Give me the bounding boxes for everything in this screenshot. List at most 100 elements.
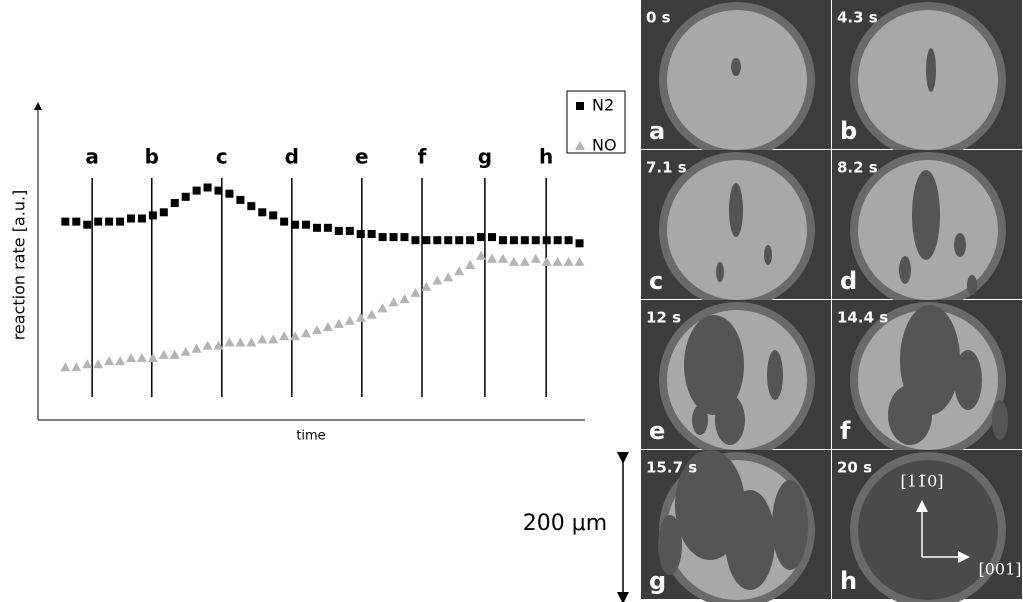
panel-label: c [649,267,663,295]
point [268,334,279,344]
adsorbate-island [767,350,783,400]
point [422,236,431,245]
micrograph: 15.7 s g [641,450,831,602]
point [465,260,476,269]
point [388,297,399,307]
event-label: d [285,145,299,169]
point [552,256,563,266]
field [858,460,998,600]
point [322,322,333,331]
point [433,236,442,245]
event-label: e [355,145,369,169]
point [378,233,387,242]
adsorbate-island [715,395,745,445]
point [72,217,81,226]
adsorbate-island [764,245,772,265]
point [389,233,398,242]
point [236,195,245,204]
panel-label: a [649,117,665,145]
time-label: 8.2 s [837,159,878,177]
point [367,230,376,238]
point [192,186,201,195]
point [290,331,301,341]
time-label: 4.3 s [837,9,878,27]
event-label: b [145,145,159,169]
point [487,253,498,263]
point [291,220,300,229]
point [159,208,168,217]
point [82,359,93,369]
time-label: 7.1 s [646,159,687,177]
point [71,362,82,372]
point [498,236,507,245]
point [258,208,267,217]
point [158,349,169,359]
point [116,217,125,226]
panel-label: h [840,567,857,595]
point [247,202,256,211]
point [377,303,388,313]
adsorbate-island [658,515,682,575]
field [667,10,807,150]
point [83,220,92,229]
point [455,236,464,245]
point [399,294,410,304]
adsorbate-island [899,256,911,284]
point [136,353,147,362]
point [311,325,322,335]
point [519,256,530,266]
point [575,239,584,248]
adsorbate-island [684,315,744,415]
micrograph: 4.3 s b [832,0,1022,158]
point [564,236,573,245]
micrograph: 20 s h [832,450,1022,602]
point [269,211,278,220]
legend-marker [575,141,585,150]
point [553,236,562,245]
legend-box [566,90,626,154]
point [93,359,104,369]
point [246,337,257,347]
event-label: a [85,145,99,169]
legend-label: N2 [592,96,614,115]
point [302,220,311,229]
point [530,253,541,263]
point [225,189,234,198]
x-axis-label: time [296,429,325,444]
panel-label: d [840,267,857,295]
adsorbate-island [731,58,741,76]
legend-label: NO [592,136,617,155]
micrograph: 14.4 s f [832,300,1022,458]
time-label: 20 s [837,459,872,477]
point [454,266,465,276]
point [312,223,321,232]
point [574,256,585,266]
micrograph: 8.2 s d [832,150,1022,308]
point [104,356,115,366]
point [400,233,409,242]
point [203,183,212,192]
point [488,233,497,242]
adsorbate-island [954,233,966,257]
point [202,340,213,350]
adsorbate-island [912,170,940,260]
panel-label: f [840,417,851,445]
point [214,186,223,195]
point [508,256,519,266]
point [191,343,202,353]
panel-label: g [649,567,666,595]
event-label: g [478,145,492,169]
point [125,353,136,362]
time-label: 12 s [646,309,681,327]
panel-label: e [649,417,665,445]
adsorbate-island [729,183,743,237]
micrograph: 0 s a [641,0,831,158]
adsorbate-island [926,48,936,92]
point [531,236,540,245]
point [333,318,344,328]
point [542,236,551,245]
point [432,275,443,285]
point [148,211,157,220]
event-label: c [216,145,228,169]
y-axis-label: reaction rate [a.u.] [10,190,29,341]
